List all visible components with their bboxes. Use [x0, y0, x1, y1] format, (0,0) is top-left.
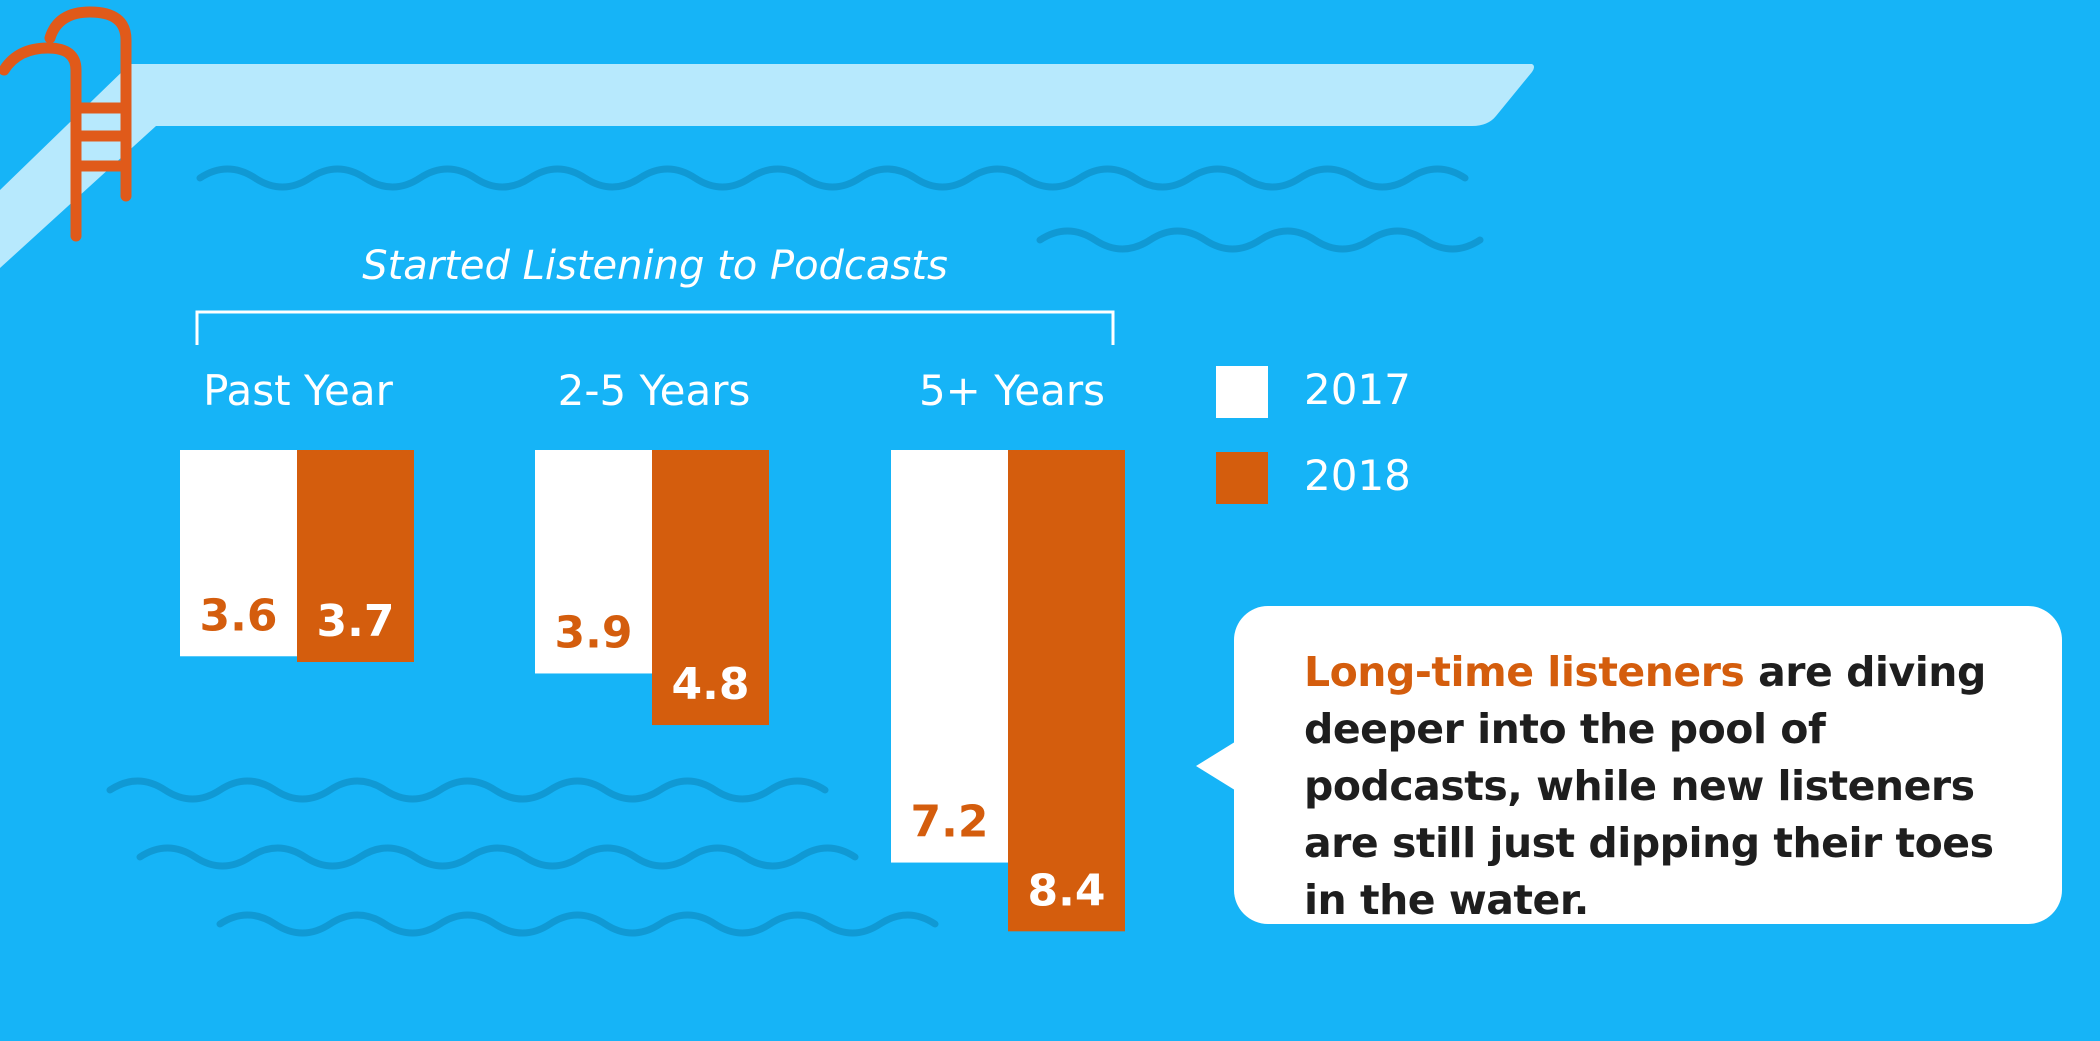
- bar-2018-5plus-years: [1008, 450, 1125, 932]
- legend: 2017 2018: [1216, 365, 1411, 504]
- bar-2018-2-5-years: [652, 450, 769, 726]
- ladder-icon: [0, 6, 132, 242]
- wave-line-top: [196, 165, 1469, 191]
- callout-body: are diving deeper into the pool of podca…: [1304, 648, 1994, 924]
- wave-line-bottom-3: [216, 911, 939, 937]
- legend-label-2017: 2017: [1304, 365, 1411, 414]
- category-label-past-year: Past Year: [203, 366, 394, 415]
- category-label-5-plus-years: 5+ Years: [919, 366, 1105, 415]
- value-label-2017-2-5-years: 3.9: [555, 607, 633, 658]
- bar-2018-past-year: [297, 450, 414, 663]
- legend-swatch-2018: [1216, 452, 1268, 504]
- wave-line-bottom-2: [136, 844, 859, 870]
- value-label-2017-5plus-years: 7.2: [911, 797, 989, 848]
- bar-2017-2-5-years: [535, 450, 652, 674]
- value-label-2017-past-year: 3.6: [200, 590, 278, 641]
- value-label-2018-5plus-years: 8.4: [1028, 865, 1106, 916]
- group-bracket: [195, 310, 1115, 345]
- wave-line-top-right: [1036, 227, 1484, 253]
- callout-tail: [1196, 740, 1238, 792]
- callout-text: Long-time listeners are diving deeper in…: [1304, 644, 2024, 929]
- callout-box: [1234, 606, 2062, 924]
- group-title: Started Listening to Podcasts: [362, 243, 948, 289]
- value-label-2018-past-year: 3.7: [317, 596, 395, 647]
- callout-highlight: Long-time listeners: [1304, 648, 1745, 696]
- bars: 3.6 3.9 7.2 3.7 4.8 8.4: [180, 450, 1125, 932]
- value-label-2018-2-5-years: 4.8: [672, 659, 750, 710]
- bar-2017-past-year: [180, 450, 297, 657]
- wave-line-bottom-1: [106, 777, 829, 803]
- category-label-2-5-years: 2-5 Years: [558, 366, 751, 415]
- bar-2017-5plus-years: [891, 450, 1008, 863]
- legend-label-2018: 2018: [1304, 451, 1411, 500]
- diving-board: [0, 64, 1534, 268]
- pool-decoration: [0, 6, 1534, 937]
- water-waves: [106, 165, 1484, 937]
- legend-swatch-2017: [1216, 366, 1268, 418]
